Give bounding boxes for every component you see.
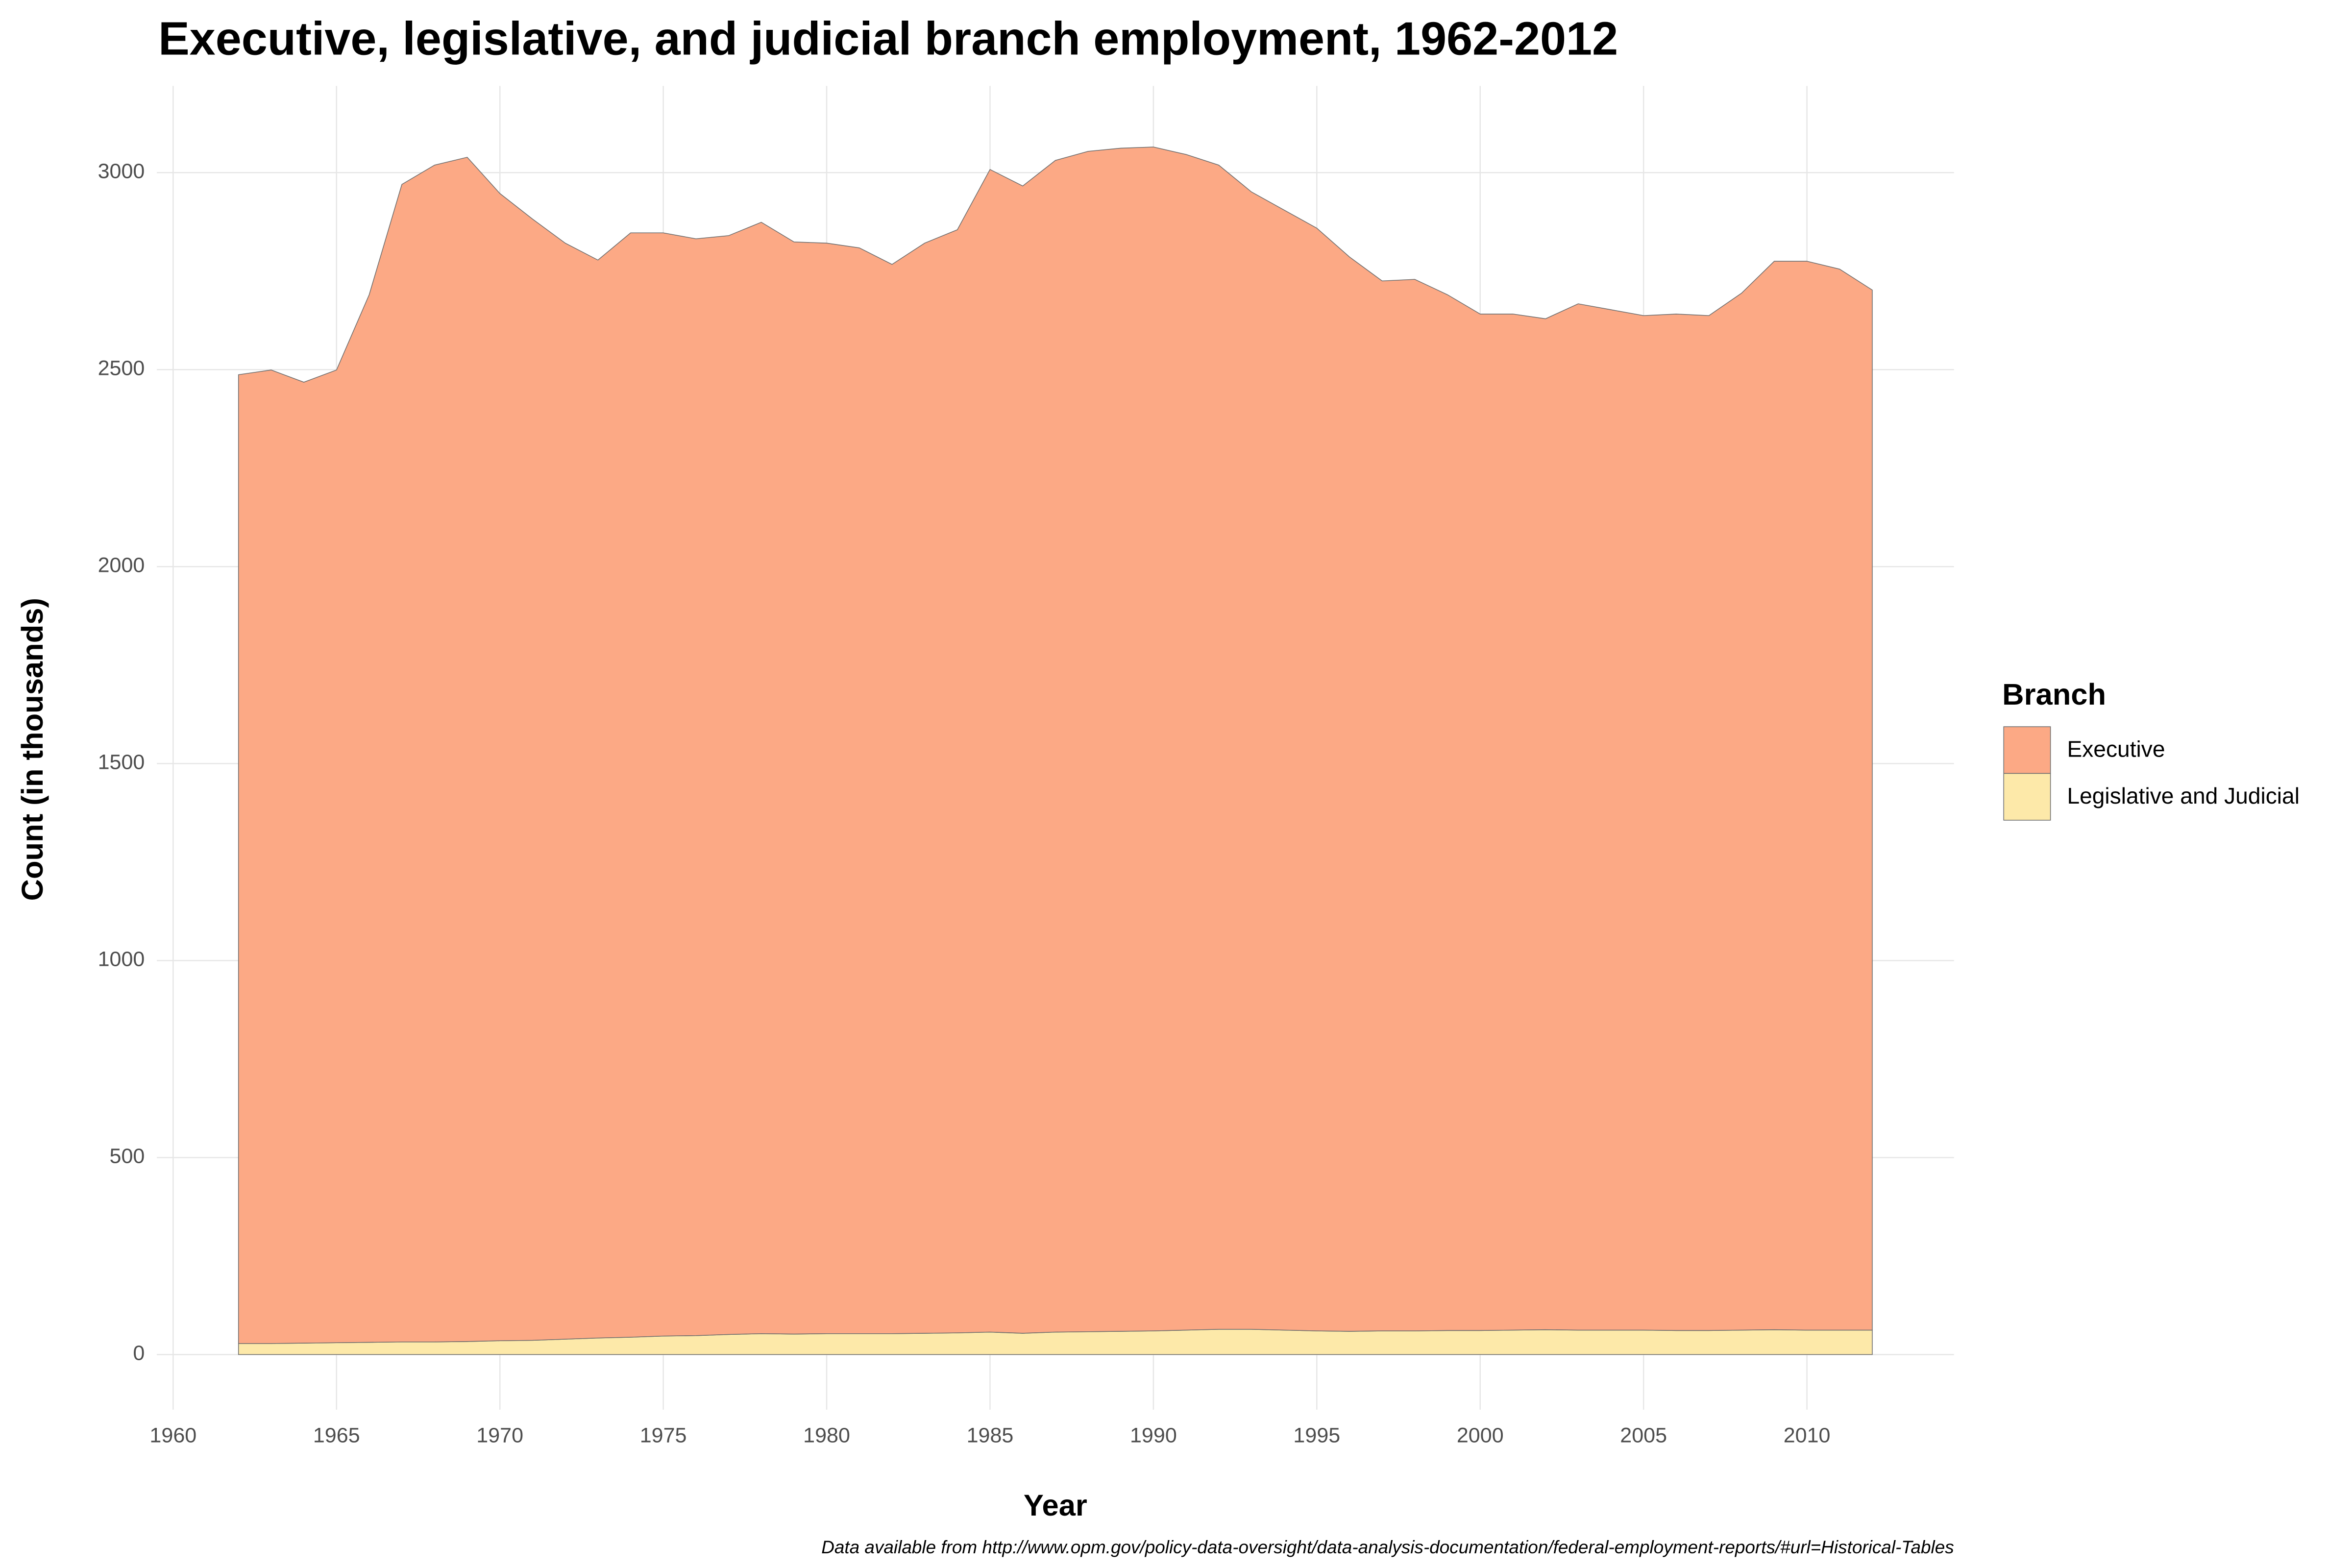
area — [238, 147, 1873, 1344]
x-tick-label: 1975 — [640, 1424, 687, 1447]
x-tick-label: 2000 — [1457, 1424, 1504, 1447]
legend-title: Branch — [2002, 678, 2106, 711]
y-tick-label: 2500 — [98, 357, 145, 380]
y-tick-label: 1000 — [98, 948, 145, 971]
x-tick-label: 1965 — [313, 1424, 360, 1447]
x-tick-label: 1960 — [149, 1424, 196, 1447]
legend-label: Legislative and Judicial — [2067, 783, 2300, 808]
x-axis-label: Year — [1024, 1489, 1087, 1522]
x-tick-label: 2005 — [1620, 1424, 1667, 1447]
legend-label: Executive — [2067, 736, 2165, 761]
y-tick-label: 3000 — [98, 160, 145, 183]
y-tick-label: 0 — [133, 1342, 145, 1365]
x-tick-label: 1990 — [1130, 1424, 1177, 1447]
y-axis-label: Count (in thousands) — [16, 598, 49, 901]
x-tick-label: 2010 — [1784, 1424, 1831, 1447]
x-tick-label: 1985 — [967, 1424, 1014, 1447]
x-tick-label: 1970 — [476, 1424, 523, 1447]
y-tick-label: 2000 — [98, 554, 145, 577]
y-tick-label: 500 — [110, 1145, 145, 1168]
caption: Data available from http://www.opm.gov/p… — [821, 1537, 1954, 1557]
legend-key — [2003, 773, 2051, 821]
chart-title: Executive, legislative, and judicial bra… — [158, 13, 1618, 65]
y-tick-label: 1500 — [98, 751, 145, 774]
x-tick-label: 1995 — [1293, 1424, 1340, 1447]
legend-key — [2003, 726, 2051, 774]
x-tick-label: 1980 — [803, 1424, 850, 1447]
